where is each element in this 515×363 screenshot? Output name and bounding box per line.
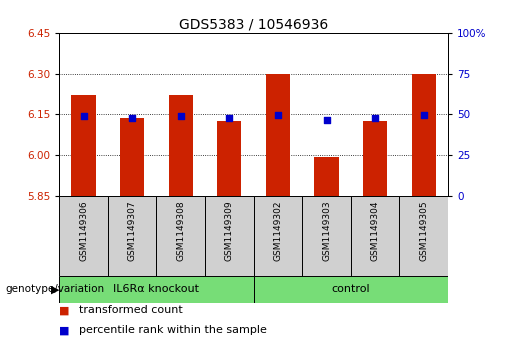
Bar <box>168 95 193 196</box>
Point <box>225 115 233 121</box>
Bar <box>217 121 242 196</box>
Bar <box>302 196 351 276</box>
Text: ▶: ▶ <box>50 285 59 294</box>
Bar <box>411 74 436 196</box>
Text: IL6Rα knockout: IL6Rα knockout <box>113 285 199 294</box>
Point <box>322 117 331 123</box>
Bar <box>59 196 108 276</box>
Text: transformed count: transformed count <box>79 305 182 315</box>
Text: GSM1149304: GSM1149304 <box>371 200 380 261</box>
Bar <box>400 196 448 276</box>
Bar <box>59 276 253 303</box>
Bar <box>120 118 144 196</box>
Text: GSM1149306: GSM1149306 <box>79 200 88 261</box>
Text: ■: ■ <box>59 325 70 335</box>
Text: genotype/variation: genotype/variation <box>5 285 104 294</box>
Title: GDS5383 / 10546936: GDS5383 / 10546936 <box>179 17 328 32</box>
Point <box>420 112 428 118</box>
Bar <box>314 156 339 196</box>
Point <box>79 113 88 119</box>
Bar <box>157 196 205 276</box>
Text: control: control <box>332 285 370 294</box>
Point <box>128 115 136 121</box>
Text: percentile rank within the sample: percentile rank within the sample <box>79 325 267 335</box>
Text: GSM1149302: GSM1149302 <box>273 200 282 261</box>
Text: GSM1149307: GSM1149307 <box>128 200 136 261</box>
Text: GSM1149309: GSM1149309 <box>225 200 234 261</box>
Point <box>274 112 282 118</box>
Bar <box>266 74 290 196</box>
Text: GSM1149303: GSM1149303 <box>322 200 331 261</box>
Point <box>371 115 379 121</box>
Text: GSM1149308: GSM1149308 <box>176 200 185 261</box>
Bar <box>205 196 253 276</box>
Bar <box>253 276 448 303</box>
Text: GSM1149305: GSM1149305 <box>419 200 428 261</box>
Bar <box>253 196 302 276</box>
Bar <box>108 196 157 276</box>
Bar <box>363 121 387 196</box>
Bar <box>72 95 96 196</box>
Point <box>177 113 185 119</box>
Bar <box>351 196 400 276</box>
Text: ■: ■ <box>59 305 70 315</box>
